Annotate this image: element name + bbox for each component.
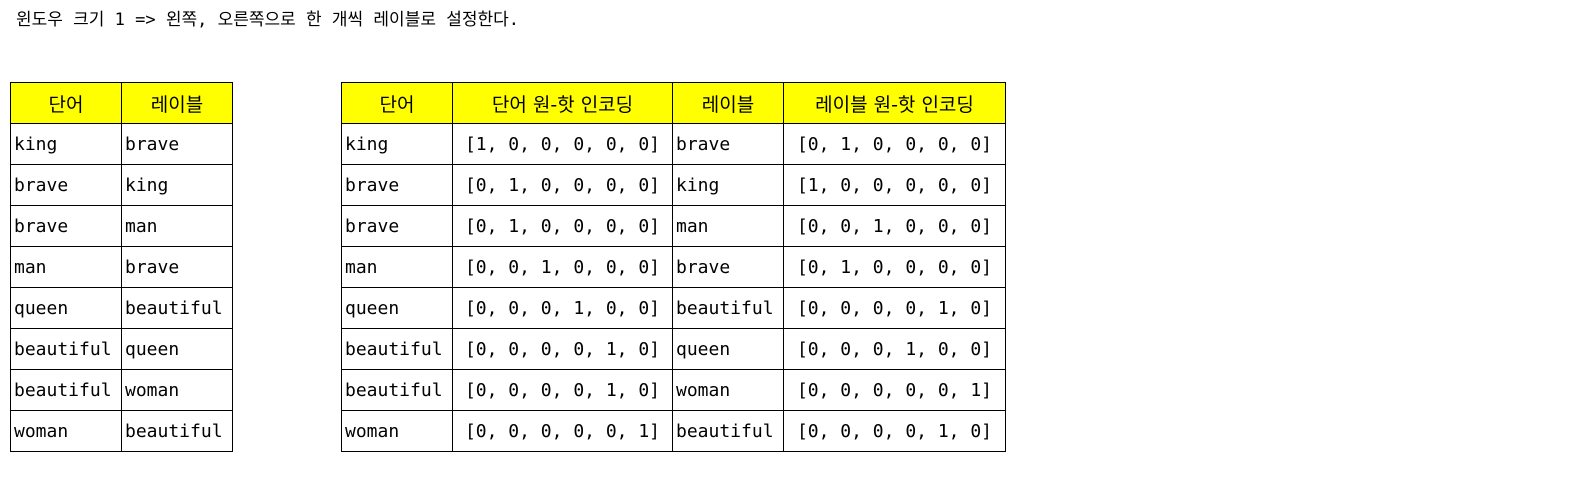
page-heading: 윈도우 크기 1 => 왼쪽, 오른쪽으로 한 개씩 레이블로 설정한다.: [16, 10, 520, 30]
table-row: brave [0, 1, 0, 0, 0, 0] man [0, 0, 1, 0, 0…: [341, 205, 1006, 247]
cell-word: beautiful: [341, 369, 453, 411]
cell-word-one-hot: [0, 0, 0, 0, 1, 0]: [452, 328, 673, 370]
cell-label: man: [121, 205, 233, 247]
header-label: 레이블: [121, 82, 233, 124]
cell-word-one-hot: [0, 1, 0, 0, 0, 0]: [452, 205, 673, 247]
cell-label: king: [121, 164, 233, 206]
cell-word-one-hot: [0, 0, 0, 0, 1, 0]: [452, 369, 673, 411]
cell-label: beautiful: [672, 410, 784, 452]
cell-word: king: [341, 123, 453, 165]
cell-label: brave: [672, 123, 784, 165]
table-row: woman beautiful: [10, 410, 233, 452]
cell-word: brave: [341, 205, 453, 247]
cell-word: beautiful: [10, 328, 122, 370]
cell-word: man: [10, 246, 122, 288]
table-row: brave king: [10, 164, 233, 206]
table-row: man [0, 0, 1, 0, 0, 0] brave [0, 1, 0, 0, 0…: [341, 246, 1006, 288]
table-row: brave man: [10, 205, 233, 247]
cell-word: woman: [341, 410, 453, 452]
cell-word: queen: [10, 287, 122, 329]
table-row: beautiful [0, 0, 0, 0, 1, 0] woman [0, 0, 0…: [341, 369, 1006, 411]
cell-word-one-hot: [0, 0, 0, 0, 0, 1]: [452, 410, 673, 452]
cell-label: woman: [121, 369, 233, 411]
cell-word: king: [10, 123, 122, 165]
one-hot-rows: king [1, 0, 0, 0, 0, 0] brave [0, 1, 0, 0, …: [341, 123, 1006, 452]
word-label-table: 단어 레이블 king brave brave king brave man man brav…: [10, 82, 233, 452]
header-label-one-hot: 레이블 원-핫 인코딩: [783, 82, 1006, 124]
table-row: king brave: [10, 123, 233, 165]
cell-label: beautiful: [121, 410, 233, 452]
table-row: king [1, 0, 0, 0, 0, 0] brave [0, 1, 0, 0, …: [341, 123, 1006, 165]
one-hot-encoding-table: 단어 단어 원-핫 인코딩 레이블 레이블 원-핫 인코딩 king [1, 0,…: [341, 82, 1006, 452]
cell-label-one-hot: [0, 0, 0, 0, 0, 1]: [783, 369, 1006, 411]
table-header-row: 단어 단어 원-핫 인코딩 레이블 레이블 원-핫 인코딩: [341, 82, 1006, 124]
cell-label-one-hot: [0, 1, 0, 0, 0, 0]: [783, 246, 1006, 288]
table-row: queen beautiful: [10, 287, 233, 329]
table-row: woman [0, 0, 0, 0, 0, 1] beautiful [0, 0, 0…: [341, 410, 1006, 452]
cell-word: man: [341, 246, 453, 288]
cell-label-one-hot: [0, 0, 0, 0, 1, 0]: [783, 410, 1006, 452]
cell-word: beautiful: [341, 328, 453, 370]
cell-label: brave: [672, 246, 784, 288]
table-header-row: 단어 레이블: [10, 82, 233, 124]
cell-label-one-hot: [0, 0, 0, 1, 0, 0]: [783, 328, 1006, 370]
cell-label: queen: [672, 328, 784, 370]
table-row: man brave: [10, 246, 233, 288]
cell-label-one-hot: [1, 0, 0, 0, 0, 0]: [783, 164, 1006, 206]
cell-label: queen: [121, 328, 233, 370]
header-word: 단어: [10, 82, 122, 124]
cell-label: beautiful: [121, 287, 233, 329]
cell-label-one-hot: [0, 0, 1, 0, 0, 0]: [783, 205, 1006, 247]
table-row: queen [0, 0, 0, 1, 0, 0] beautiful [0, 0, 0…: [341, 287, 1006, 329]
cell-word-one-hot: [0, 1, 0, 0, 0, 0]: [452, 164, 673, 206]
cell-word: queen: [341, 287, 453, 329]
cell-word: beautiful: [10, 369, 122, 411]
header-label: 레이블: [672, 82, 784, 124]
header-word-one-hot: 단어 원-핫 인코딩: [452, 82, 673, 124]
cell-label: brave: [121, 246, 233, 288]
cell-word-one-hot: [0, 0, 1, 0, 0, 0]: [452, 246, 673, 288]
cell-label-one-hot: [0, 0, 0, 0, 1, 0]: [783, 287, 1006, 329]
cell-label: king: [672, 164, 784, 206]
cell-label: brave: [121, 123, 233, 165]
cell-label: woman: [672, 369, 784, 411]
header-word: 단어: [341, 82, 453, 124]
word-label-rows: king brave brave king brave man man brave queen b…: [10, 123, 233, 452]
cell-label: man: [672, 205, 784, 247]
cell-word: woman: [10, 410, 122, 452]
cell-word-one-hot: [0, 0, 0, 1, 0, 0]: [452, 287, 673, 329]
table-row: beautiful [0, 0, 0, 0, 1, 0] queen [0, 0, 0…: [341, 328, 1006, 370]
table-row: beautiful woman: [10, 369, 233, 411]
cell-word-one-hot: [1, 0, 0, 0, 0, 0]: [452, 123, 673, 165]
cell-word: brave: [10, 164, 122, 206]
cell-word: brave: [341, 164, 453, 206]
cell-word: brave: [10, 205, 122, 247]
table-row: beautiful queen: [10, 328, 233, 370]
cell-label-one-hot: [0, 1, 0, 0, 0, 0]: [783, 123, 1006, 165]
table-row: brave [0, 1, 0, 0, 0, 0] king [1, 0, 0, 0, …: [341, 164, 1006, 206]
cell-label: beautiful: [672, 287, 784, 329]
